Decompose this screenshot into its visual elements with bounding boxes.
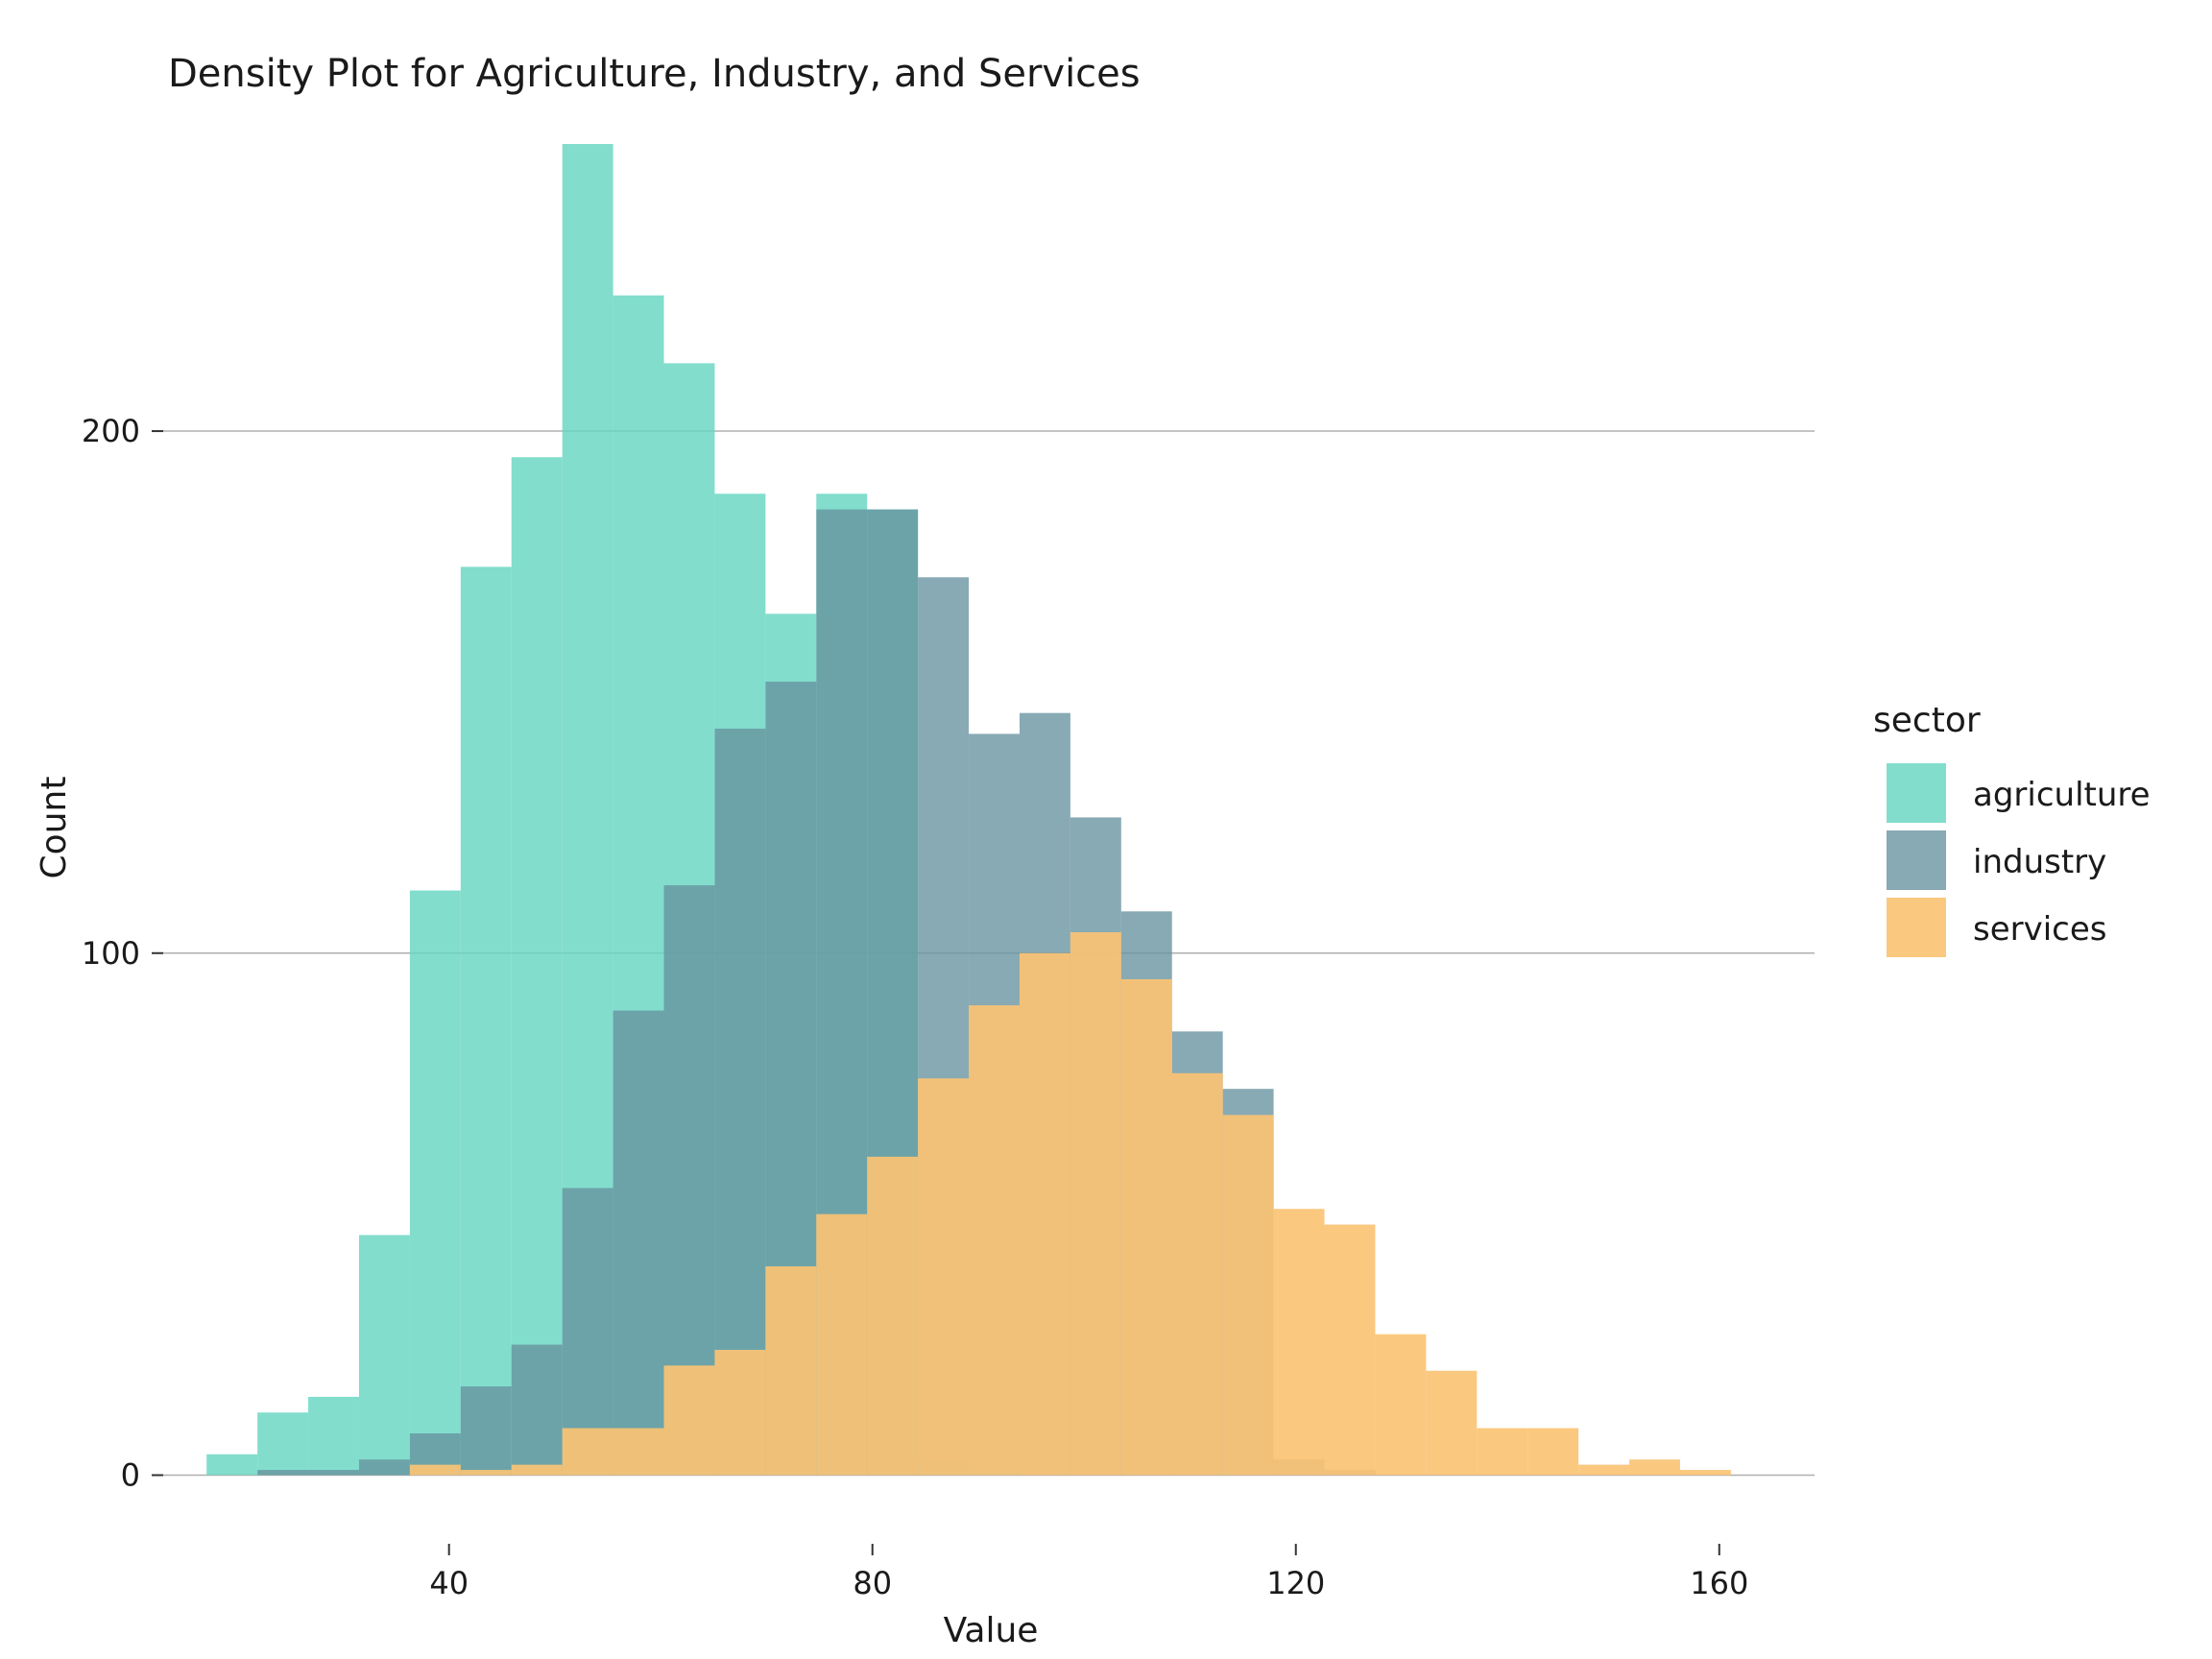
bar-services-16	[1222, 1115, 1274, 1476]
bar-services-9	[867, 1156, 919, 1476]
legend-label-industry: industry	[1973, 843, 2106, 881]
x-tick-label-40: 40	[429, 1565, 469, 1601]
bar-agriculture-4	[409, 890, 461, 1476]
legend-key-services	[1887, 898, 1946, 957]
bar-services-19	[1375, 1334, 1427, 1476]
bar-services-0	[409, 1464, 461, 1476]
x-tick-label-80: 80	[853, 1565, 892, 1601]
x-tick-label-120: 120	[1266, 1565, 1325, 1601]
legend-key-industry	[1887, 830, 1946, 890]
legend-title: sector	[1873, 701, 1981, 740]
bar-services-10	[918, 1078, 970, 1476]
bar-industry-5	[511, 1344, 563, 1476]
bar-industry-4	[460, 1386, 512, 1476]
bar-industry-2	[358, 1459, 410, 1476]
bar-agriculture-0	[206, 1454, 258, 1476]
bar-agriculture-1	[257, 1412, 309, 1476]
chart-title: Density Plot for Agriculture, Industry, …	[168, 52, 1141, 96]
bar-services-6	[714, 1350, 766, 1476]
bar-agriculture-5	[460, 566, 512, 1476]
x-tick-label-160: 160	[1690, 1565, 1748, 1601]
y-tick-label-200: 200	[82, 413, 140, 449]
legend: sector agriculture industry services	[1873, 701, 2151, 957]
bar-services-4	[613, 1428, 664, 1476]
y-tick-label-0: 0	[121, 1457, 140, 1494]
bar-services-24	[1629, 1459, 1680, 1476]
bar-services-1	[460, 1470, 512, 1476]
series-services	[409, 932, 1731, 1476]
bar-agriculture-3	[358, 1235, 410, 1476]
bar-industry-6	[562, 1188, 613, 1476]
bar-services-22	[1527, 1428, 1579, 1476]
bar-services-20	[1426, 1370, 1478, 1476]
bar-agriculture-6	[511, 457, 563, 1476]
bar-services-15	[1171, 1072, 1223, 1476]
bar-agriculture-2	[308, 1396, 359, 1476]
legend-items: agriculture industry services	[1887, 763, 2151, 957]
bar-services-8	[816, 1214, 868, 1476]
bar-industry-0	[257, 1470, 309, 1476]
bar-services-7	[765, 1266, 817, 1476]
legend-label-services: services	[1973, 910, 2107, 949]
bar-services-12	[1019, 952, 1070, 1476]
bar-services-14	[1120, 978, 1172, 1476]
bar-services-17	[1273, 1209, 1325, 1476]
bar-industry-1	[308, 1470, 359, 1476]
bar-services-3	[562, 1428, 613, 1476]
axes: 0 100 200 40 80 120 160	[82, 413, 1748, 1601]
bar-services-23	[1578, 1464, 1630, 1476]
bar-services-18	[1324, 1224, 1376, 1476]
y-axis-label: Count	[35, 777, 74, 879]
x-axis-label: Value	[944, 1611, 1039, 1650]
bar-services-13	[1070, 932, 1121, 1476]
bar-services-25	[1679, 1470, 1731, 1476]
bar-services-11	[969, 1005, 1020, 1476]
bar-services-5	[663, 1365, 715, 1476]
bar-services-21	[1477, 1428, 1528, 1476]
bar-services-2	[511, 1464, 563, 1476]
bar-industry-7	[613, 1010, 664, 1476]
histogram-bars	[206, 144, 1731, 1476]
legend-key-agriculture	[1887, 763, 1946, 823]
legend-label-agriculture: agriculture	[1973, 776, 2151, 814]
y-tick-label-100: 100	[82, 935, 140, 972]
